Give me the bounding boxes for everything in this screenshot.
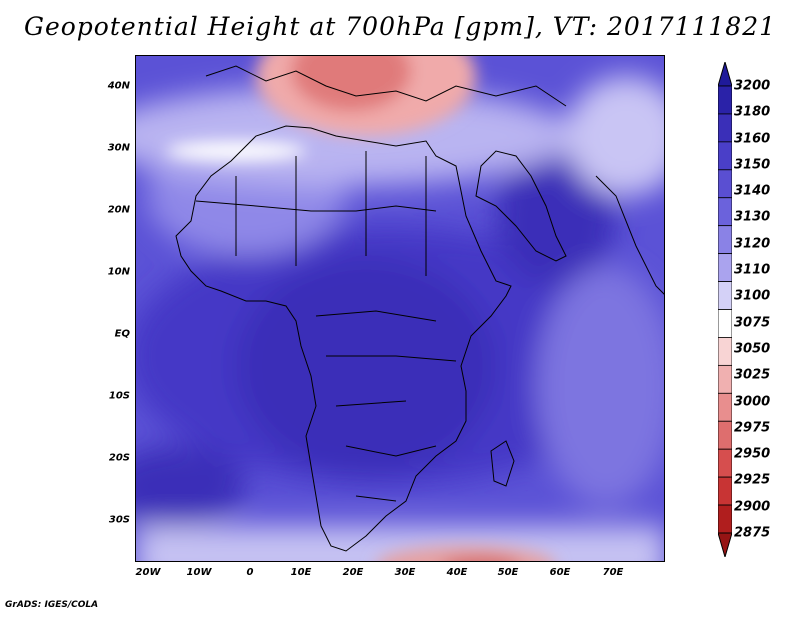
lon-label-70e: 70E	[602, 567, 624, 578]
lon-label-0: 0	[246, 567, 254, 578]
colorbar-swatch	[718, 364, 732, 394]
colorbar-label: 3075	[734, 315, 771, 331]
lon-label-20w: 20W	[135, 567, 161, 578]
arabia-coastline	[475, 150, 567, 262]
field-southern-low-core	[448, 556, 514, 561]
colorbar-label: 2975	[734, 420, 771, 436]
coastlines	[175, 65, 664, 552]
colorbar-swatch	[718, 420, 732, 450]
lat-label-30s: 30S	[108, 514, 130, 526]
lat-label-10n: 10N	[107, 266, 130, 278]
lon-label-10e: 10E	[290, 567, 312, 578]
colorbar-swatch	[718, 85, 732, 115]
colorbar-label: 2925	[734, 472, 771, 488]
colorbar-label: 3120	[734, 236, 771, 252]
border-sahel	[195, 200, 437, 212]
colorbar-label: 3160	[734, 131, 771, 147]
colorbar-label: 3000	[734, 394, 771, 410]
colorbar-bottom-triangle	[718, 532, 732, 557]
lat-label-10s: 10S	[108, 390, 130, 402]
footer-credit: GrADS: IGES/COLA	[5, 600, 99, 610]
africa-coastline	[175, 125, 512, 552]
colorbar-label: 3140	[734, 183, 771, 199]
colorbar-label: 2900	[734, 499, 771, 515]
europe-coastline	[205, 65, 567, 107]
borders-north-africa	[235, 151, 427, 276]
field-indian-ocean	[536, 266, 664, 506]
field-northeast-light	[566, 76, 664, 196]
colorbar-label: 2950	[734, 446, 771, 462]
lon-label-20e: 20E	[342, 567, 364, 578]
colorbar-label: 2875	[734, 525, 771, 541]
colorbar	[718, 62, 732, 557]
colorbar-swatch	[718, 253, 732, 282]
lat-label-20n: 20N	[107, 204, 130, 216]
colorbar-swatch	[718, 113, 732, 143]
colorbar-swatch	[718, 281, 732, 310]
field-mediterranean-core	[291, 56, 411, 111]
geopotential-heatmap	[136, 56, 664, 561]
colorbar-label: 3110	[734, 262, 771, 278]
field-southern-low	[378, 546, 554, 561]
colorbar-label: 3200	[734, 78, 771, 94]
lon-label-60e: 60E	[549, 567, 571, 578]
field-central-africa	[236, 256, 496, 476]
colorbar-swatch	[718, 169, 732, 199]
colorbar-swatch	[718, 337, 732, 366]
borders-central-south-africa	[315, 310, 457, 502]
colorbar-swatch	[718, 448, 732, 478]
map-plot-area	[135, 55, 665, 562]
colorbar-swatch	[718, 141, 732, 171]
lat-label-40n: 40N	[107, 80, 130, 92]
colorbar-swatch	[718, 476, 732, 506]
colorbar-label: 3150	[734, 157, 771, 173]
field-arabia	[496, 146, 616, 286]
colorbar-label: 3025	[734, 367, 771, 383]
field-white-band-west	[166, 141, 306, 161]
colorbar-swatch	[718, 309, 732, 338]
field-north-light	[136, 86, 576, 186]
colorbar-label: 3130	[734, 209, 771, 225]
india-coastline	[595, 175, 664, 295]
colorbar-swatch	[718, 504, 732, 534]
lon-label-30e: 30E	[394, 567, 416, 578]
lat-label-30n: 30N	[107, 142, 130, 154]
lon-label-40e: 40E	[446, 567, 468, 578]
colorbar-swatch	[718, 197, 732, 227]
colorbar-label: 3100	[734, 288, 771, 304]
lat-label-20s: 20S	[108, 452, 130, 464]
lon-label-50e: 50E	[497, 567, 519, 578]
colorbar-swatch	[718, 392, 732, 422]
madagascar-coastline	[490, 440, 515, 487]
lat-label-eq: EQ	[114, 328, 130, 340]
colorbar-top-triangle	[718, 62, 732, 87]
colorbar-label: 3180	[734, 104, 771, 120]
colorbar-swatch	[718, 225, 732, 255]
lon-label-10w: 10W	[186, 567, 212, 578]
chart-title: Geopotential Height at 700hPa [gpm], VT:…	[23, 12, 777, 41]
field-south-atlantic	[136, 446, 246, 526]
colorbar-label: 3050	[734, 341, 771, 357]
